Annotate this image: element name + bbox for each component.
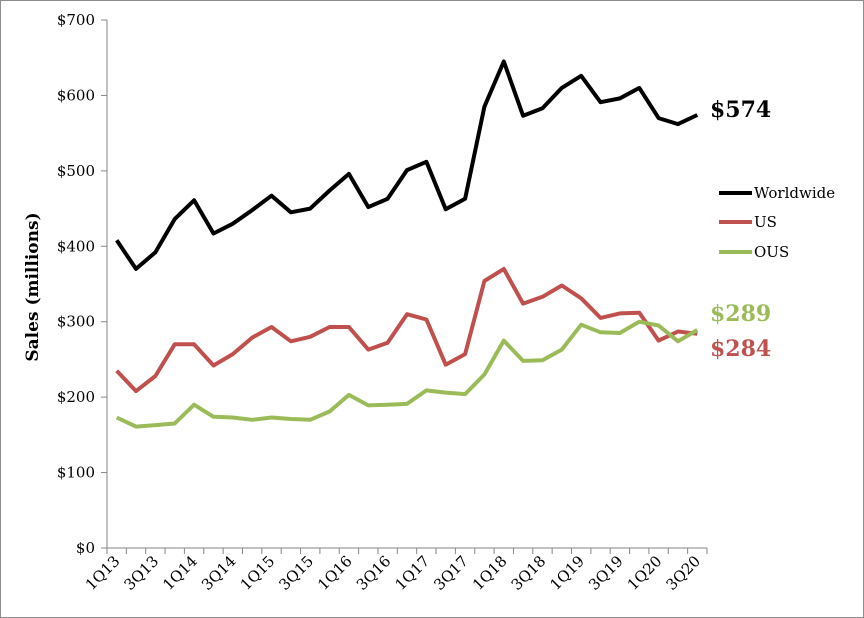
- x-tick-label: 3Q20: [662, 552, 704, 594]
- y-tick-label: $500: [57, 162, 95, 180]
- x-tick-label: 3Q18: [508, 552, 550, 594]
- series-lines: [115, 59, 699, 429]
- y-tick-label: $700: [57, 11, 95, 29]
- legend: Worldwide US OUS: [719, 184, 835, 261]
- end-label-ous: $289: [710, 301, 771, 327]
- series-line-ous: [115, 319, 699, 429]
- series-line-worldwide: [115, 59, 699, 271]
- x-tick-label: 1Q13: [82, 552, 124, 594]
- x-tick-label: 3Q14: [198, 552, 240, 594]
- x-tick-label: 1Q20: [624, 552, 666, 594]
- x-tick-label: 3Q17: [430, 552, 472, 594]
- end-labels: $574 $284 $289: [710, 97, 771, 362]
- y-tick-label: $400: [57, 237, 95, 255]
- x-tick-label: 1Q19: [546, 552, 588, 594]
- series-line-us: [115, 266, 698, 394]
- x-tick-label: 1Q18: [469, 552, 511, 594]
- x-tick-label: 3Q16: [353, 552, 395, 594]
- y-tick-label: $600: [57, 86, 95, 104]
- legend-label-us: US: [754, 213, 777, 231]
- y-tick-label: $200: [57, 388, 95, 406]
- x-tick-label: 1Q14: [159, 552, 201, 594]
- x-tick-label: 3Q19: [585, 552, 627, 594]
- y-tick-label: $300: [57, 313, 95, 331]
- x-tick-label: 1Q15: [237, 552, 279, 594]
- x-tick-label: 1Q17: [392, 552, 434, 594]
- end-label-us: $284: [710, 336, 771, 362]
- end-label-worldwide: $574: [710, 97, 771, 123]
- y-tick-label: $100: [57, 464, 95, 482]
- y-tick-label: $0: [76, 539, 95, 557]
- y-axis-title: Sales (millions): [23, 212, 43, 361]
- x-tick-label: 3Q13: [121, 552, 163, 594]
- x-tick-label: 1Q16: [314, 552, 356, 594]
- legend-label-ous: OUS: [754, 243, 789, 261]
- x-tick-label: 3Q15: [275, 552, 317, 594]
- legend-label-worldwide: Worldwide: [754, 184, 835, 202]
